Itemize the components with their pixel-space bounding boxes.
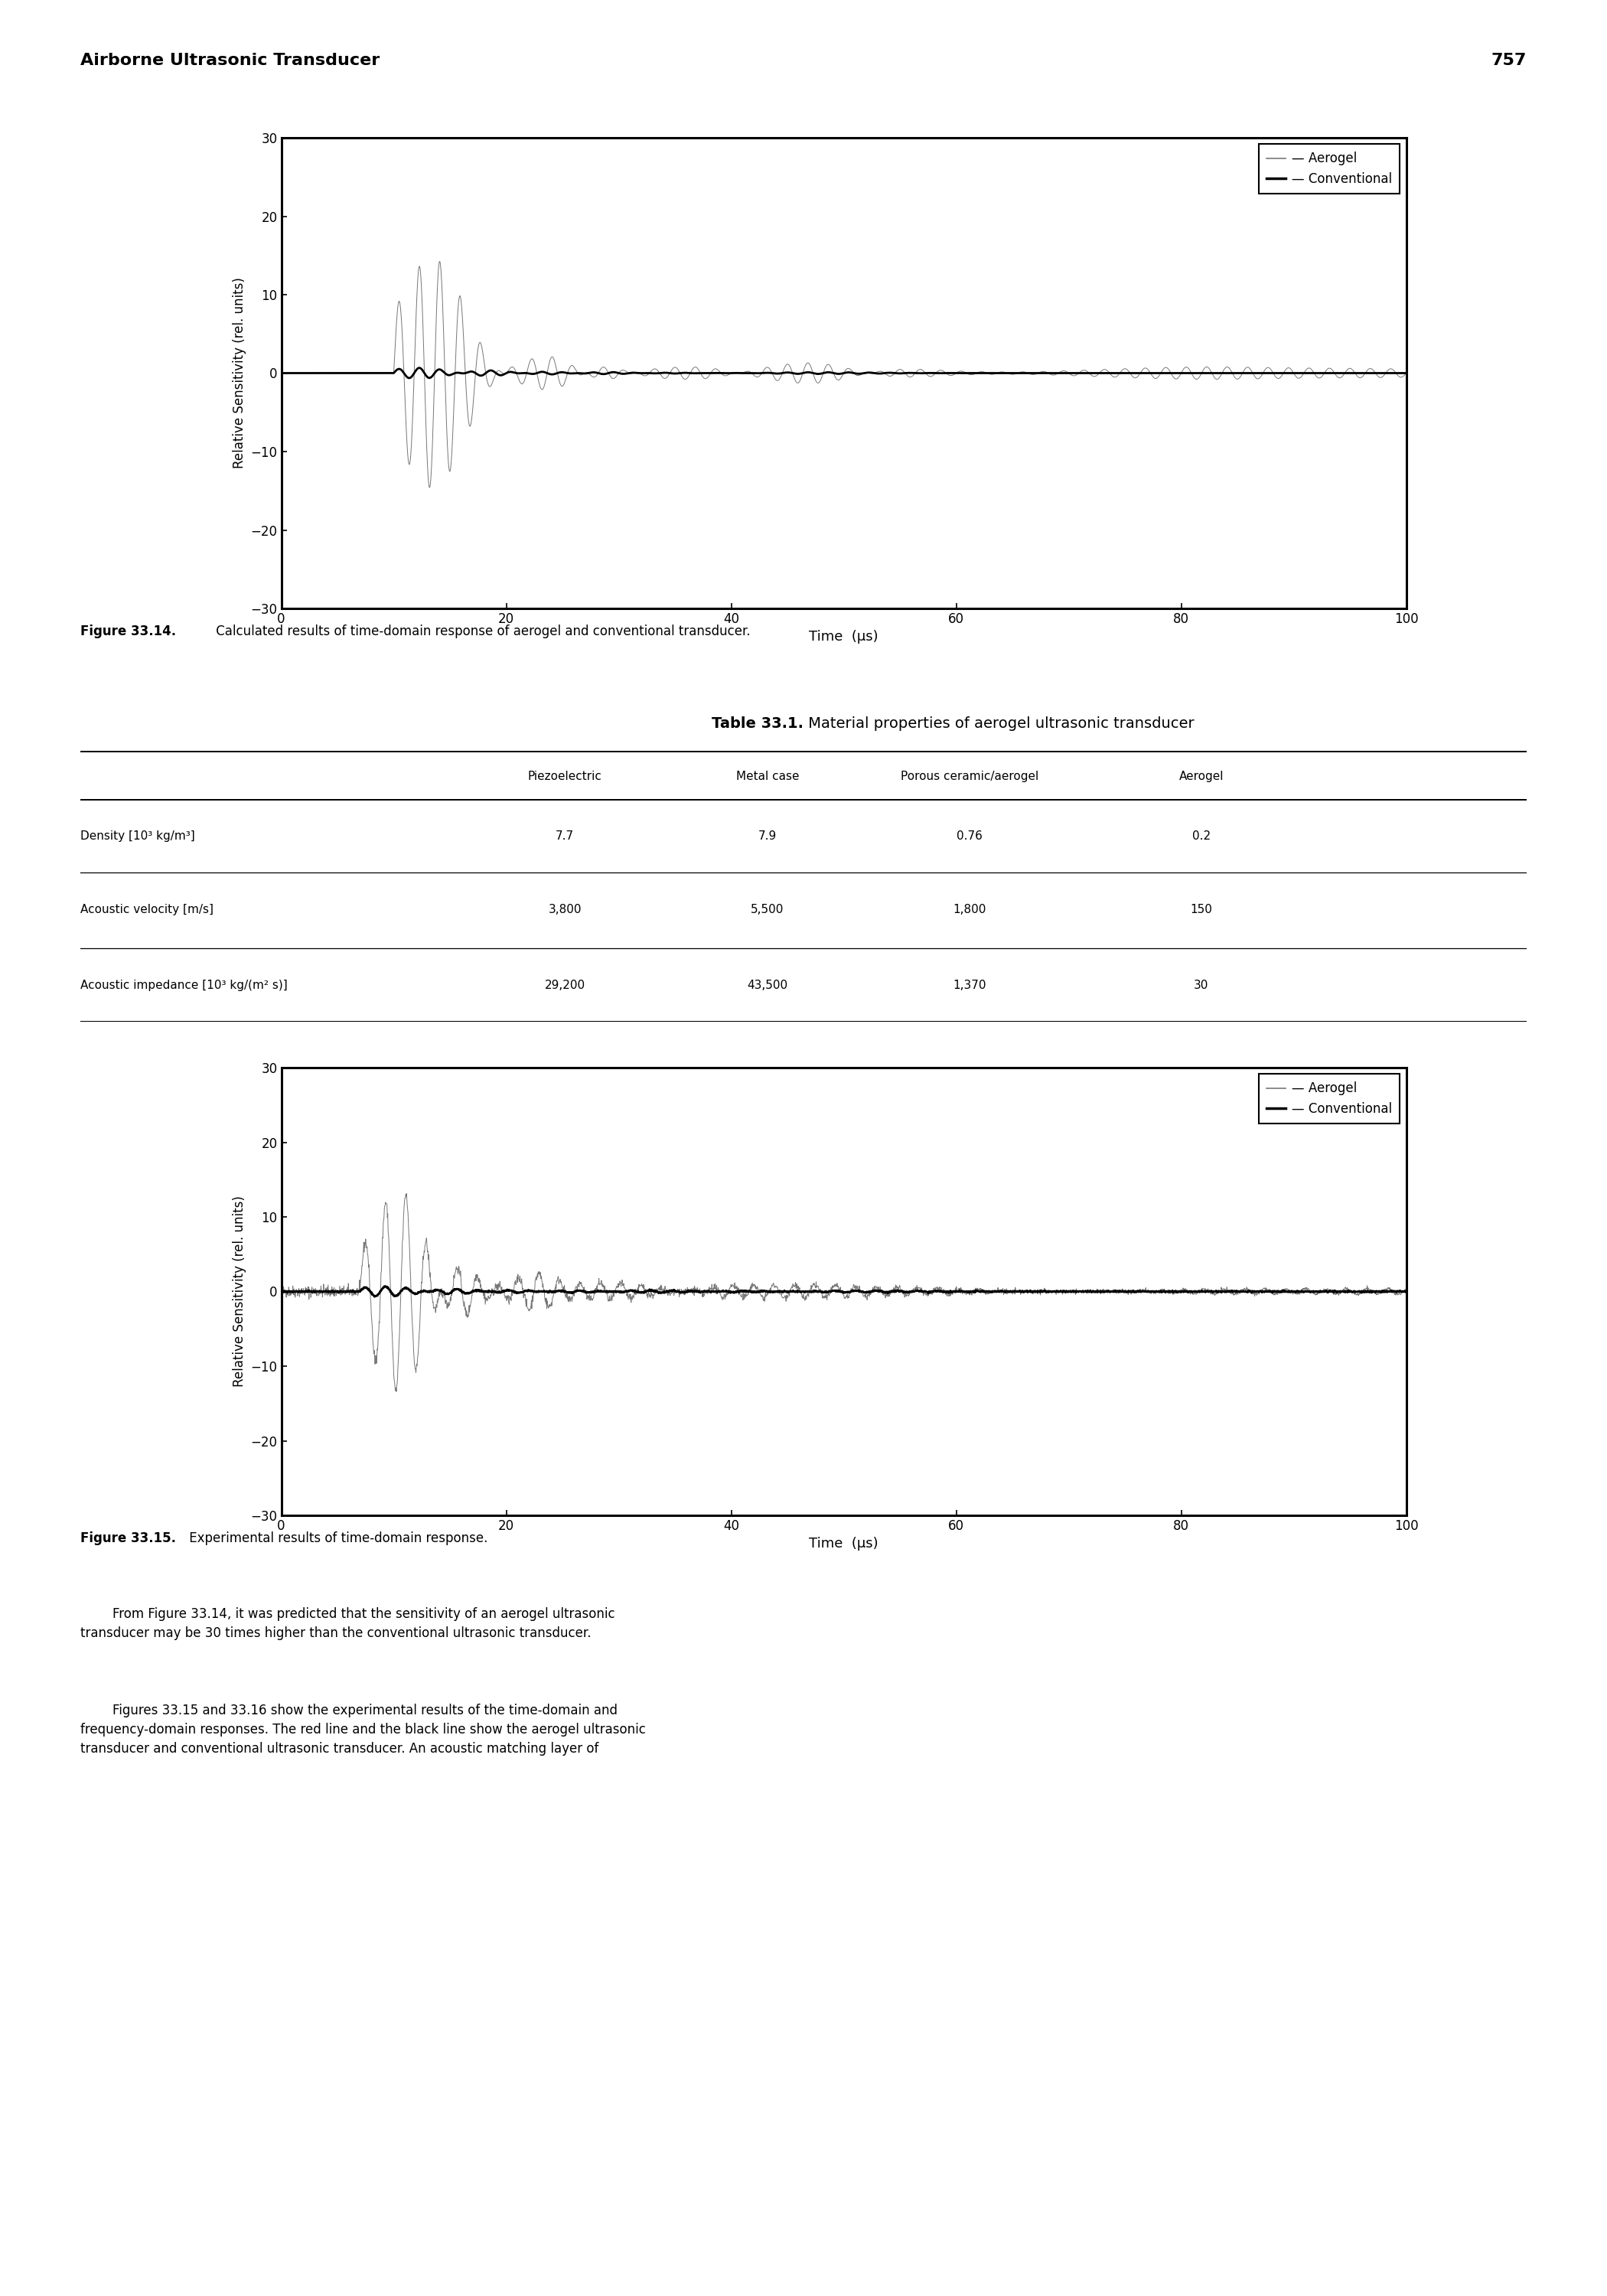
Y-axis label: Relative Sensitivity (rel. units): Relative Sensitivity (rel. units) [233, 1196, 246, 1387]
Text: 0.2: 0.2 [1192, 831, 1210, 843]
Text: 757: 757 [1491, 53, 1527, 69]
Text: Piezoelectric: Piezoelectric [527, 771, 603, 783]
Text: 30: 30 [1194, 980, 1208, 992]
Text: Density [10³ kg/m³]: Density [10³ kg/m³] [80, 831, 194, 843]
Text: Figures 33.15 and 33.16 show the experimental results of the time-domain and
fre: Figures 33.15 and 33.16 show the experim… [80, 1704, 646, 1756]
Legend: — Aerogel, — Conventional: — Aerogel, — Conventional [1258, 145, 1400, 193]
Text: Experimental results of time-domain response.: Experimental results of time-domain resp… [185, 1531, 487, 1545]
Text: Porous ceramic/aerogel: Porous ceramic/aerogel [902, 771, 1038, 783]
Text: 29,200: 29,200 [545, 980, 585, 992]
Text: Figure 33.14.: Figure 33.14. [80, 625, 177, 638]
X-axis label: Time  (μs): Time (μs) [808, 629, 879, 643]
Legend: — Aerogel, — Conventional: — Aerogel, — Conventional [1258, 1075, 1400, 1123]
Text: 7.9: 7.9 [759, 831, 776, 843]
Text: 7.7: 7.7 [556, 831, 574, 843]
Text: Metal case: Metal case [736, 771, 799, 783]
Text: Acoustic impedance [10³ kg/(m² s)]: Acoustic impedance [10³ kg/(m² s)] [80, 980, 288, 992]
Text: 43,500: 43,500 [747, 980, 787, 992]
X-axis label: Time  (μs): Time (μs) [808, 1536, 879, 1550]
Text: 5,500: 5,500 [750, 905, 784, 916]
Text: Calculated results of time-domain response of aerogel and conventional transduce: Calculated results of time-domain respon… [212, 625, 750, 638]
Text: Airborne Ultrasonic Transducer: Airborne Ultrasonic Transducer [80, 53, 379, 69]
Text: 150: 150 [1191, 905, 1212, 916]
Text: From Figure 33.14, it was predicted that the sensitivity of an aerogel ultrasoni: From Figure 33.14, it was predicted that… [80, 1607, 615, 1639]
Text: Acoustic velocity [m/s]: Acoustic velocity [m/s] [80, 905, 214, 916]
Text: 1,370: 1,370 [953, 980, 987, 992]
Text: Aerogel: Aerogel [1180, 771, 1223, 783]
Text: 0.76: 0.76 [956, 831, 983, 843]
Text: Material properties of aerogel ultrasonic transducer: Material properties of aerogel ultrasoni… [804, 716, 1194, 730]
Text: Table 33.1.: Table 33.1. [712, 716, 804, 730]
Y-axis label: Relative Sensitivity (rel. units): Relative Sensitivity (rel. units) [233, 278, 246, 468]
Text: Figure 33.15.: Figure 33.15. [80, 1531, 177, 1545]
Text: 3,800: 3,800 [548, 905, 582, 916]
Text: 1,800: 1,800 [953, 905, 987, 916]
